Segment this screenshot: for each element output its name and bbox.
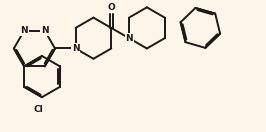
Text: O: O — [107, 3, 115, 12]
Text: N: N — [20, 26, 28, 35]
Text: N: N — [125, 34, 133, 43]
Text: Cl: Cl — [33, 105, 43, 114]
Text: N: N — [41, 26, 49, 35]
Text: N: N — [72, 44, 80, 53]
